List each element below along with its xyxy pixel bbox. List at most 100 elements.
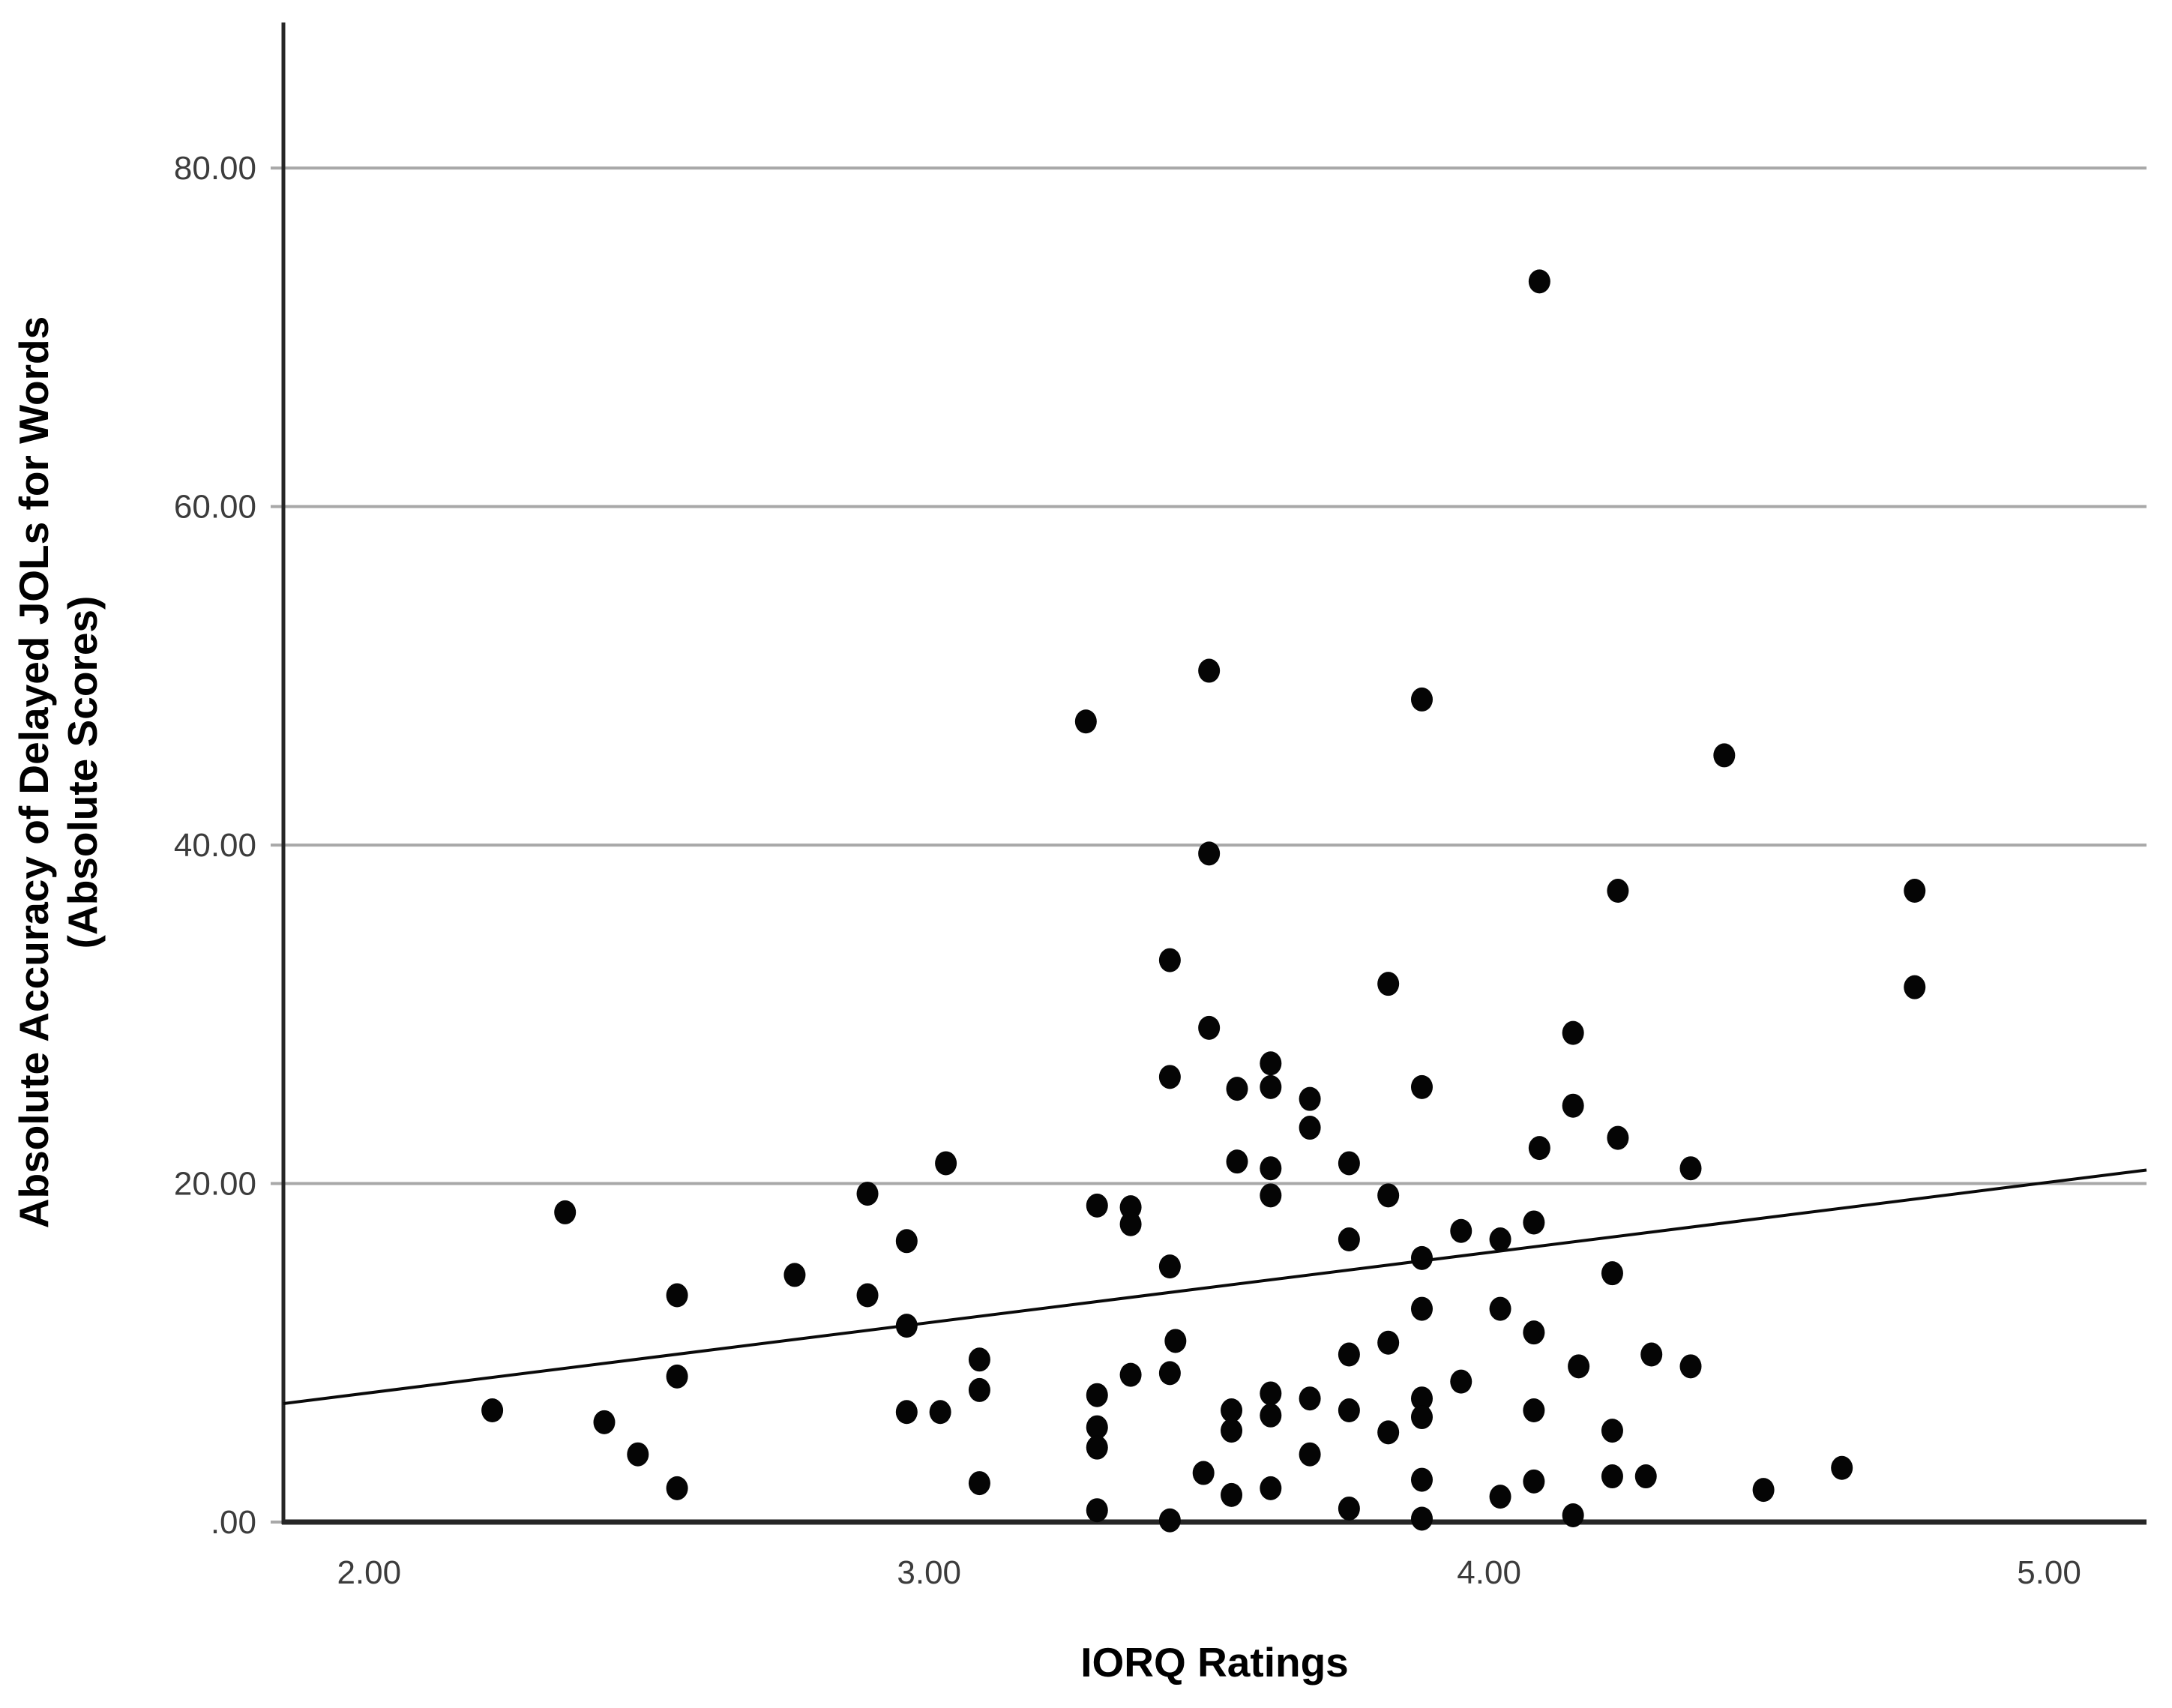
y-axis-title-line2: (Absolute Scores) bbox=[59, 595, 106, 949]
x-tick-label: 3.00 bbox=[897, 1554, 961, 1591]
y-axis-title: Absolute Accuracy of Delayed JOLs for Wo… bbox=[10, 135, 107, 1410]
data-point bbox=[1601, 1464, 1623, 1489]
data-point bbox=[1489, 1296, 1511, 1321]
data-point bbox=[1562, 1093, 1584, 1118]
data-point bbox=[1086, 1415, 1108, 1440]
data-point bbox=[1752, 1478, 1775, 1503]
data-point bbox=[1299, 1386, 1321, 1411]
y-tick-label: 80.00 bbox=[174, 150, 256, 187]
data-point bbox=[1338, 1496, 1360, 1521]
data-point bbox=[1086, 1193, 1108, 1218]
data-point bbox=[1198, 658, 1221, 683]
data-point bbox=[1410, 1296, 1433, 1321]
data-point bbox=[1679, 1156, 1702, 1181]
data-point bbox=[1528, 269, 1550, 294]
data-point bbox=[1634, 1464, 1657, 1489]
data-point bbox=[1198, 841, 1221, 866]
data-point bbox=[856, 1283, 879, 1308]
data-point bbox=[1640, 1342, 1663, 1367]
data-point bbox=[895, 1314, 918, 1338]
data-point bbox=[1299, 1442, 1321, 1467]
x-tick-label: 5.00 bbox=[2017, 1554, 2081, 1591]
y-tick-label: 60.00 bbox=[174, 489, 256, 526]
data-point bbox=[1338, 1227, 1360, 1252]
data-point bbox=[1523, 1469, 1545, 1494]
data-point bbox=[1260, 1381, 1282, 1406]
data-point bbox=[1192, 1461, 1215, 1485]
x-tick-label: 2.00 bbox=[337, 1554, 401, 1591]
data-point bbox=[1528, 1136, 1550, 1161]
data-point bbox=[1904, 975, 1926, 999]
data-point bbox=[666, 1476, 688, 1500]
data-point bbox=[1260, 1051, 1282, 1076]
data-point bbox=[968, 1377, 990, 1402]
data-point bbox=[1410, 1467, 1433, 1492]
data-point bbox=[1158, 1254, 1181, 1279]
data-point bbox=[1523, 1398, 1545, 1423]
data-point bbox=[1410, 1386, 1433, 1411]
data-point bbox=[1607, 1125, 1629, 1150]
data-point bbox=[1260, 1183, 1282, 1208]
data-point bbox=[1410, 687, 1433, 712]
data-point bbox=[935, 1151, 957, 1176]
data-point bbox=[1158, 948, 1181, 972]
data-point bbox=[1119, 1212, 1142, 1236]
data-point bbox=[1904, 879, 1926, 903]
data-point bbox=[1489, 1485, 1511, 1509]
data-point bbox=[929, 1400, 951, 1425]
data-point bbox=[968, 1347, 990, 1372]
data-point bbox=[481, 1398, 504, 1423]
data-point bbox=[666, 1364, 688, 1389]
data-point bbox=[1158, 1361, 1181, 1386]
data-point bbox=[1523, 1210, 1545, 1235]
data-point bbox=[783, 1263, 806, 1287]
data-point bbox=[1831, 1455, 1853, 1480]
data-point bbox=[1523, 1320, 1545, 1345]
data-point bbox=[1377, 1183, 1400, 1208]
data-point bbox=[1260, 1074, 1282, 1099]
data-point bbox=[1119, 1362, 1142, 1387]
data-point bbox=[1601, 1419, 1623, 1443]
data-point bbox=[593, 1410, 616, 1434]
x-axis-title: IORQ Ratings bbox=[1080, 1639, 1349, 1686]
data-point bbox=[1226, 1149, 1248, 1174]
data-point bbox=[1086, 1498, 1108, 1523]
data-point bbox=[1410, 1245, 1433, 1270]
data-point bbox=[895, 1400, 918, 1425]
data-point bbox=[1086, 1383, 1108, 1407]
data-point bbox=[1299, 1086, 1321, 1111]
y-tick-label: 20.00 bbox=[174, 1166, 256, 1203]
data-point bbox=[1562, 1503, 1584, 1527]
data-point bbox=[1489, 1227, 1511, 1252]
y-tick-label: 40.00 bbox=[174, 827, 256, 864]
data-point bbox=[1119, 1195, 1142, 1220]
trend-line bbox=[283, 1168, 2147, 1405]
data-point bbox=[1260, 1403, 1282, 1428]
data-point bbox=[1713, 743, 1736, 768]
data-point bbox=[1074, 709, 1097, 734]
data-point bbox=[1198, 1015, 1221, 1040]
data-point bbox=[1410, 1074, 1433, 1099]
x-tick-label: 4.00 bbox=[1457, 1554, 1521, 1591]
data-point bbox=[1377, 972, 1400, 996]
data-point bbox=[1377, 1330, 1400, 1355]
data-point bbox=[856, 1182, 879, 1206]
y-axis-title-line1: Absolute Accuracy of Delayed JOLs for Wo… bbox=[10, 316, 57, 1229]
data-point bbox=[1158, 1065, 1181, 1089]
data-point bbox=[1260, 1156, 1282, 1181]
data-point bbox=[1164, 1329, 1187, 1353]
data-point bbox=[1260, 1476, 1282, 1500]
data-point bbox=[1679, 1354, 1702, 1379]
data-point bbox=[1568, 1354, 1590, 1379]
data-point bbox=[968, 1471, 990, 1496]
data-point bbox=[627, 1442, 649, 1467]
data-point bbox=[895, 1229, 918, 1254]
data-point bbox=[554, 1200, 577, 1224]
data-point bbox=[1338, 1342, 1360, 1367]
data-point bbox=[1226, 1077, 1248, 1101]
y-tick-label: .00 bbox=[211, 1504, 256, 1541]
data-point bbox=[1158, 1508, 1181, 1533]
data-point bbox=[1450, 1218, 1472, 1243]
